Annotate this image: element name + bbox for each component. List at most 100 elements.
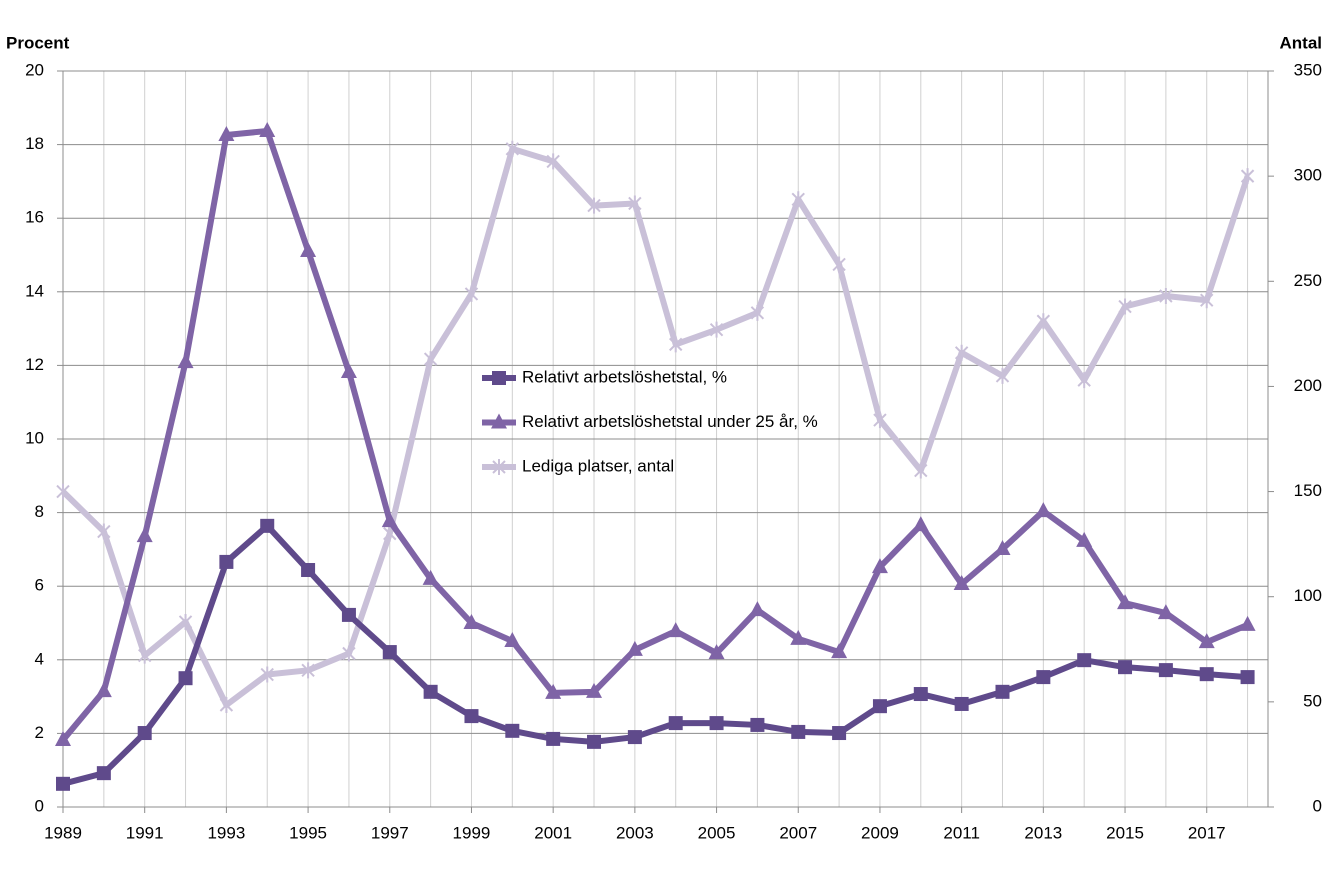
marker: [136, 527, 153, 543]
marker: [505, 723, 520, 738]
marker: [750, 304, 765, 321]
marker: [669, 336, 683, 353]
marker: [137, 726, 152, 741]
marker: [1239, 615, 1256, 631]
marker: [587, 197, 601, 214]
marker: [341, 607, 356, 622]
marker: [1035, 502, 1052, 518]
marker: [1157, 604, 1174, 620]
x-tick-label: 1991: [126, 823, 164, 842]
marker: [1240, 168, 1255, 185]
marker: [97, 523, 111, 540]
y2-tick-label: 50: [1303, 691, 1322, 710]
series-line: [60, 145, 1251, 709]
marker: [504, 632, 521, 648]
y-tick-label: 0: [35, 796, 44, 815]
x-tick-label: 2013: [1024, 823, 1062, 842]
marker: [954, 344, 969, 361]
marker: [546, 153, 560, 170]
marker: [492, 459, 506, 475]
marker: [994, 540, 1011, 556]
marker: [382, 645, 397, 660]
marker: [668, 716, 683, 731]
marker: [301, 662, 315, 679]
marker: [1240, 670, 1255, 685]
marker: [178, 613, 193, 630]
marker: [709, 716, 724, 731]
marker: [1036, 313, 1051, 330]
marker: [301, 563, 316, 578]
y-tick-label: 6: [35, 576, 44, 595]
marker: [1076, 531, 1093, 547]
x-tick-label: 2015: [1106, 823, 1144, 842]
y-tick-label: 20: [25, 60, 44, 79]
marker: [218, 126, 235, 142]
marker: [831, 643, 848, 659]
marker: [586, 682, 603, 698]
legend: Relativt arbetslöshetstal, % Relativt arb…: [482, 367, 818, 475]
marker: [1077, 372, 1091, 389]
marker: [55, 731, 71, 747]
marker: [178, 671, 193, 686]
marker: [505, 140, 520, 157]
marker: [953, 574, 970, 590]
x-tick-label: 2007: [779, 823, 817, 842]
x-tick-label: 1999: [453, 823, 491, 842]
x-tick-label: 2005: [698, 823, 736, 842]
x-tick-label: 1993: [207, 823, 245, 842]
marker: [342, 645, 356, 662]
marker: [219, 554, 234, 569]
y-tick-label: 4: [35, 649, 44, 668]
y2-tick-label: 300: [1294, 166, 1322, 185]
marker: [871, 558, 888, 574]
marker: [1117, 594, 1134, 610]
y-tick-label: 16: [25, 208, 44, 227]
marker: [1158, 663, 1173, 678]
marker: [628, 195, 642, 212]
y-tick-label: 18: [25, 134, 44, 153]
legend-label: Relativt arbetslöshetstal, %: [522, 367, 727, 386]
marker: [1159, 288, 1173, 305]
y-axis-label: Procent: [6, 33, 70, 52]
marker: [259, 121, 276, 137]
marker: [340, 363, 357, 379]
y-tick-label: 14: [25, 281, 44, 300]
y-tick-label: 10: [25, 428, 44, 447]
marker: [423, 351, 438, 368]
marker: [587, 734, 602, 749]
marker: [423, 684, 438, 699]
marker: [137, 647, 152, 664]
marker: [750, 717, 765, 732]
y-tick-label: 12: [25, 355, 44, 374]
series-line: [60, 127, 1249, 742]
y2-tick-label: 250: [1294, 271, 1322, 290]
marker: [464, 285, 479, 302]
marker: [56, 483, 70, 500]
marker: [749, 601, 766, 617]
x-tick-label: 1989: [44, 823, 82, 842]
marker: [995, 684, 1010, 699]
marker: [1199, 667, 1214, 682]
marker: [1198, 633, 1215, 649]
marker: [260, 518, 275, 533]
x-tick-label: 1997: [371, 823, 409, 842]
y2-axis-label: Antal: [1280, 33, 1323, 52]
grid: 0246810121416182005010015020025030035019…: [25, 60, 1322, 842]
marker: [1118, 298, 1132, 315]
y2-tick-label: 150: [1294, 481, 1322, 500]
marker: [873, 412, 887, 429]
marker: [1118, 660, 1133, 675]
series-line: [62, 522, 1248, 787]
y-tick-label: 2: [35, 723, 44, 742]
marker: [464, 709, 479, 724]
marker: [790, 629, 807, 645]
marker: [995, 367, 1010, 384]
x-tick-label: 2001: [534, 823, 572, 842]
marker: [463, 614, 480, 629]
x-tick-label: 2009: [861, 823, 899, 842]
marker: [95, 682, 112, 698]
x-tick-label: 1995: [289, 823, 327, 842]
x-tick-label: 2017: [1188, 823, 1226, 842]
marker: [912, 516, 929, 532]
